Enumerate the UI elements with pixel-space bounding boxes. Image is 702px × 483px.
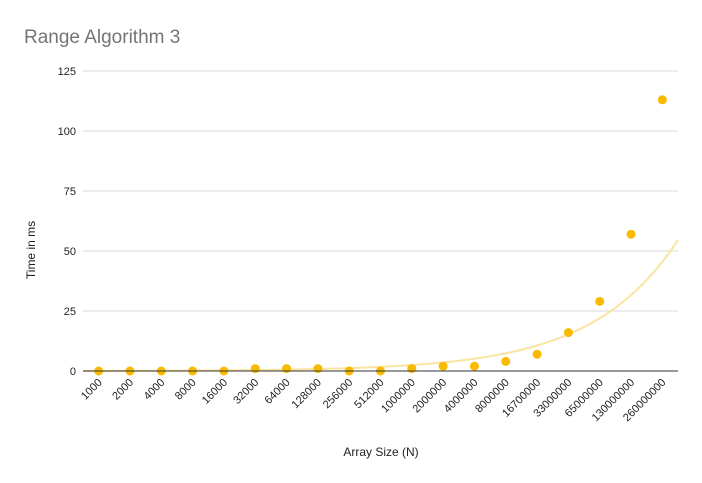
x-tick-label: 256000 [321, 377, 355, 411]
data-point [626, 229, 636, 239]
data-points [94, 95, 667, 376]
y-tick-label: 75 [64, 186, 76, 198]
x-axis-title: Array Size (N) [343, 445, 418, 459]
data-point [595, 296, 605, 306]
y-tick-label: 100 [58, 126, 76, 138]
data-point [313, 364, 323, 374]
data-point [407, 364, 417, 374]
y-tick-label: 50 [64, 246, 76, 258]
y-tick-label: 125 [58, 66, 76, 78]
data-point [563, 328, 573, 338]
x-tick-label: 2000 [110, 377, 136, 403]
data-point [469, 361, 479, 371]
x-tick-label: 64000 [263, 377, 293, 407]
x-tick-label: 128000 [290, 377, 324, 411]
data-point [250, 364, 260, 374]
trendline [83, 239, 679, 372]
data-point [532, 349, 542, 359]
y-tick-label: 25 [64, 306, 76, 318]
data-point [438, 361, 448, 371]
x-tick-label: 1000 [79, 377, 105, 403]
x-tick-label: 32000 [231, 377, 261, 407]
x-tick-labels: 1000 2000 4000 8000 16000 32000 64000128000256… [79, 377, 668, 424]
data-point [282, 364, 292, 374]
y-tick-labels: 0 25 50 75 100 125 [58, 66, 76, 378]
y-tick-label: 0 [70, 366, 76, 378]
data-point [501, 356, 511, 366]
chart-title: Range Algorithm 3 [24, 27, 180, 48]
x-tick-label: 8000 [173, 377, 199, 403]
x-tick-label: 4000 [142, 377, 168, 403]
data-point [657, 95, 667, 105]
gridlines [83, 70, 678, 312]
x-tick-label: 16000 [200, 377, 230, 407]
y-axis-title: Time in ms [24, 221, 38, 279]
